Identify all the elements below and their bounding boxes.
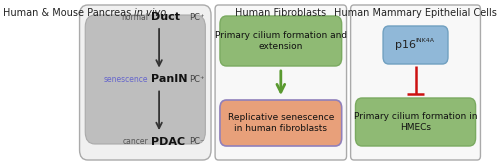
Text: normal: normal	[122, 13, 148, 21]
FancyBboxPatch shape	[215, 5, 346, 160]
FancyBboxPatch shape	[85, 15, 206, 144]
Text: PanIN: PanIN	[151, 75, 188, 84]
FancyBboxPatch shape	[383, 26, 448, 64]
Text: p16: p16	[394, 40, 415, 50]
Text: in vivo: in vivo	[134, 8, 166, 18]
Text: senescence: senescence	[104, 75, 148, 84]
Text: Duct: Duct	[151, 12, 180, 22]
Text: Primary cilium formation and
extension: Primary cilium formation and extension	[215, 31, 347, 51]
Text: Human Fibroblasts: Human Fibroblasts	[236, 8, 326, 18]
FancyBboxPatch shape	[220, 16, 342, 66]
FancyBboxPatch shape	[80, 5, 211, 160]
Text: cancer: cancer	[123, 137, 148, 147]
Text: Human Mammary Epithelial Cells: Human Mammary Epithelial Cells	[334, 8, 497, 18]
FancyBboxPatch shape	[356, 98, 476, 146]
Text: PC⁻: PC⁻	[188, 137, 204, 147]
Text: PC⁺: PC⁺	[188, 75, 204, 84]
Text: Primary cilium formation in
HMECs: Primary cilium formation in HMECs	[354, 112, 478, 132]
Text: INK4A: INK4A	[416, 37, 434, 43]
Text: Replicative senescence
in human fibroblasts: Replicative senescence in human fibrobla…	[228, 113, 334, 133]
Text: PC⁺: PC⁺	[188, 13, 204, 21]
FancyBboxPatch shape	[350, 5, 480, 160]
Text: PDAC: PDAC	[151, 137, 185, 147]
Text: Human & Mouse Pancreas: Human & Mouse Pancreas	[2, 8, 134, 18]
FancyBboxPatch shape	[220, 100, 342, 146]
